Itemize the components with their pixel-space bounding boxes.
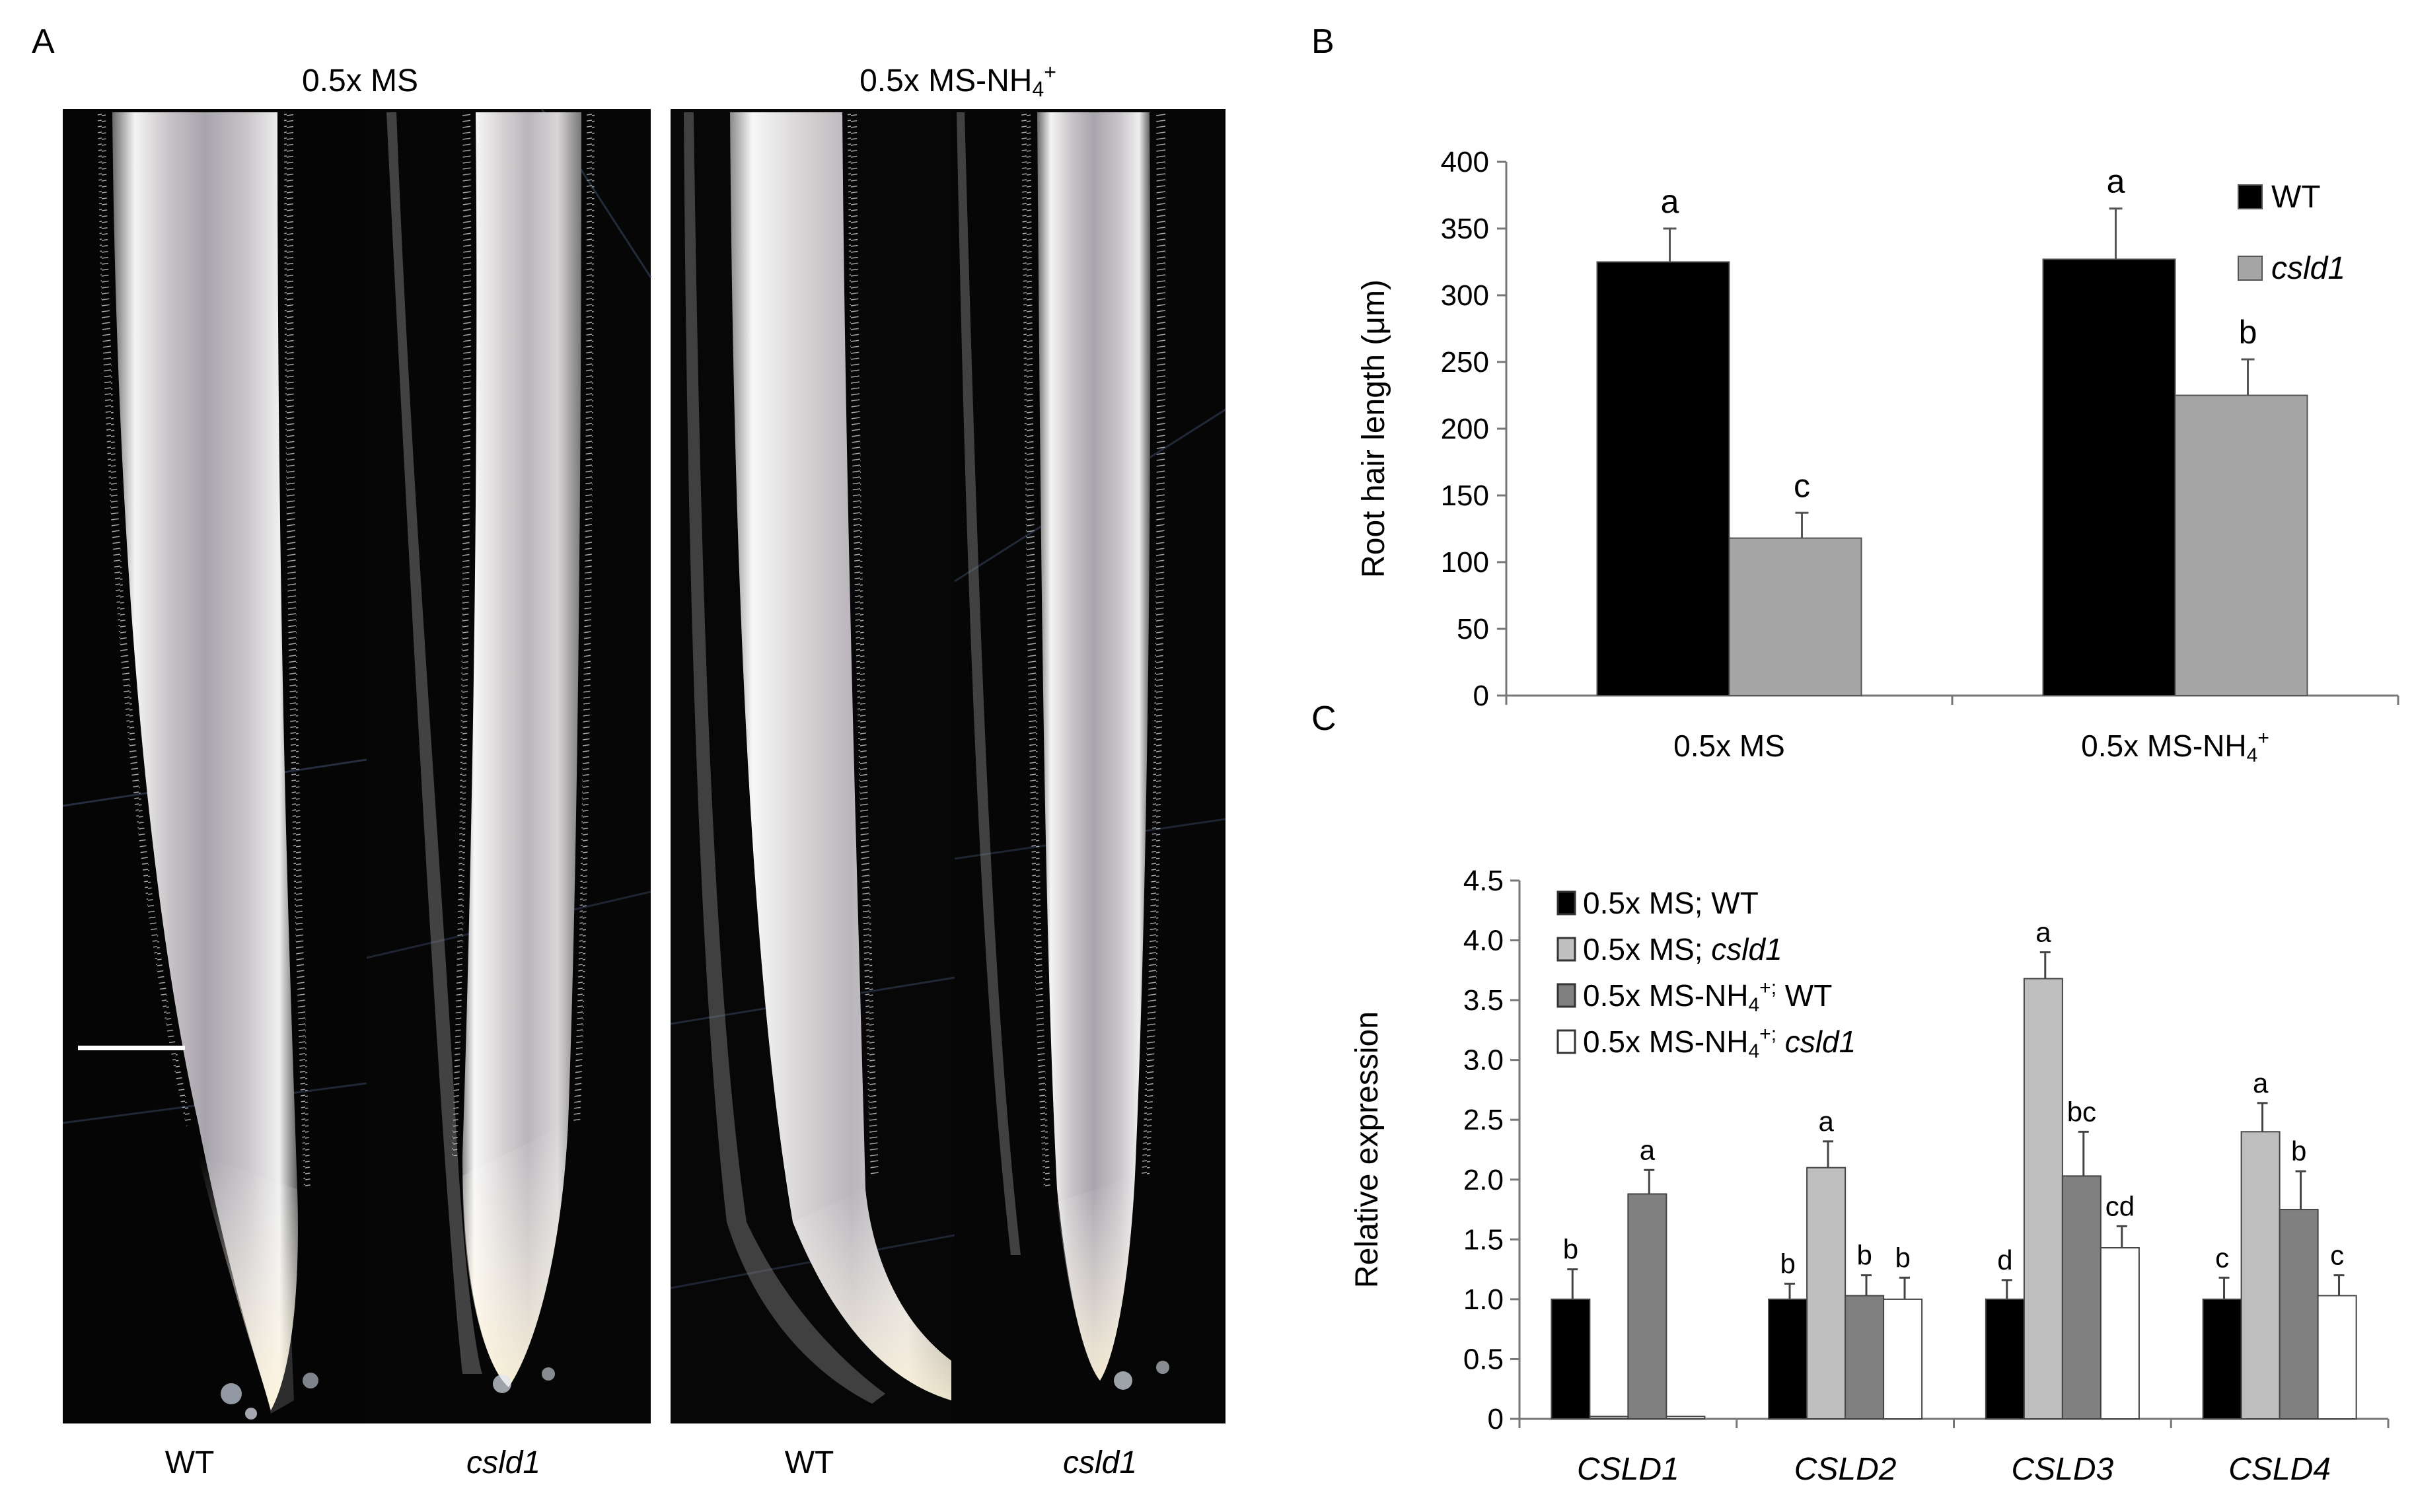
significance-letter: a	[1818, 1106, 1834, 1137]
significance-letter: b	[1856, 1240, 1872, 1271]
bar-0-5x-ms-csld1-csld1	[1589, 1416, 1629, 1420]
bar-0-5x-ms-nh4-wt-csld2	[1845, 1295, 1885, 1420]
root-photo-wt-ms-nh4	[670, 109, 955, 1423]
bar-0-5x-ms-csld1-csld3	[2023, 978, 2063, 1420]
significance-letter: a	[2107, 163, 2125, 200]
significance-letter: b	[1895, 1242, 1910, 1273]
panel-b-label: B	[1311, 22, 1335, 61]
bar-0-5x-ms-nh4-csld1-csld1	[1665, 1416, 1706, 1420]
panel-c-chart: C 0 0.5 1.0 1.5 2.0 2.5 3.0 3.5 4.0 4.5 b a CSLD1 b a b…	[1311, 700, 2390, 1487]
significance-letter: c	[2330, 1240, 2344, 1271]
y-tick-label: 4.0	[1463, 925, 1504, 957]
legend-label-0-5x-ms-nh4-csld1: 0.5x MS-NH4+; csld1	[1583, 1023, 1856, 1062]
y-tick-label: 300	[1441, 279, 1489, 312]
significance-letter: b	[1780, 1248, 1795, 1279]
significance-letter: c	[1794, 467, 1810, 504]
significance-letter: b	[2239, 314, 2257, 351]
legend-swatch-0-5x-ms-nh4-csld1	[1556, 1029, 1576, 1054]
y-tick-label: 3.0	[1463, 1044, 1504, 1077]
condition-label-ms: 0.5x MS	[302, 63, 418, 98]
bar-0-5x-ms-nh4-csld1-csld2	[1883, 1298, 1923, 1420]
y-tick-label: 4.5	[1463, 865, 1504, 897]
legend-swatch-wt	[2238, 184, 2263, 209]
significance-letter: c	[2215, 1242, 2229, 1273]
legend-swatch-0-5x-ms-csld1	[1556, 937, 1576, 962]
bar-wt-0-5x-ms-nh4	[2042, 258, 2176, 696]
y-tick-label: 0	[1473, 680, 1489, 712]
y-tick-label: 0.5	[1463, 1343, 1504, 1375]
significance-letter: b	[1563, 1234, 1578, 1265]
genotype-label-wt-ms: WT	[165, 1445, 215, 1480]
y-tick-label: 2.5	[1463, 1104, 1504, 1136]
root-photo-csld1-ms	[366, 108, 652, 1423]
bar-0-5x-ms-nh4-csld1-csld3	[2100, 1247, 2140, 1420]
x-category-label: CSLD2	[1794, 1452, 1897, 1487]
legend-swatch-0-5x-ms-wt	[1556, 890, 1576, 916]
legend-label-0-5x-ms-nh4-wt: 0.5x MS-NH4+; WT	[1583, 977, 1832, 1016]
y-axis-title: Relative expression	[1350, 1011, 1385, 1288]
y-tick-label: 250	[1441, 346, 1489, 378]
panel-a-label: A	[32, 22, 55, 61]
bar-wt-0-5x-ms	[1596, 261, 1730, 696]
bar-0-5x-ms-nh4-wt-csld4	[2279, 1209, 2319, 1420]
y-tick-label: 1.0	[1463, 1283, 1504, 1316]
bar-csld1-0-5x-ms	[1728, 537, 1862, 697]
y-tick-label: 3.5	[1463, 984, 1504, 1017]
bar-0-5x-ms-wt-csld3	[1985, 1298, 2025, 1420]
x-category-label: CSLD3	[2012, 1452, 2114, 1487]
bar-0-5x-ms-csld1-csld4	[2240, 1131, 2281, 1420]
bar-0-5x-ms-wt-csld1	[1551, 1298, 1591, 1420]
genotype-label-csld1-ms-nh4: csld1	[1063, 1445, 1137, 1480]
bar-0-5x-ms-nh4-wt-csld3	[2061, 1175, 2102, 1420]
y-tick-label: 100	[1441, 546, 1489, 579]
legend-label-csld1: csld1	[2271, 251, 2345, 286]
legend-swatch-csld1	[2238, 256, 2263, 281]
legend-label-wt: WT	[2271, 180, 2321, 215]
bar-csld1-0-5x-ms-nh4	[2174, 394, 2308, 696]
x-category-label: 0.5x MS	[1673, 729, 1785, 763]
significance-letter: cd	[2105, 1190, 2135, 1221]
y-tick-label: 200	[1441, 413, 1489, 445]
panel-c-label: C	[1311, 700, 1336, 738]
panel-a: A 0.5x MS 0.5x MS-NH4+	[32, 22, 1226, 1480]
significance-letter: bc	[2067, 1096, 2096, 1127]
y-tick-label: 50	[1457, 613, 1489, 645]
significance-letter: a	[2035, 917, 2051, 948]
legend-label-0-5x-ms-csld1: 0.5x MS; csld1	[1583, 932, 1782, 966]
bar-0-5x-ms-nh4-csld1-csld4	[2317, 1295, 2357, 1420]
y-axis-title: Root hair length (μm)	[1356, 279, 1391, 578]
x-category-label: 0.5x MS-NH4+	[2081, 727, 2269, 766]
bar-0-5x-ms-wt-csld4	[2202, 1298, 2242, 1420]
y-tick-label: 150	[1441, 480, 1489, 512]
x-category-label: CSLD1	[1577, 1452, 1679, 1487]
panel-b-chart: B 0 50 100 150 200 250 300 350 400 a c 0.5x MS a b 0.5…	[1311, 22, 2399, 766]
genotype-label-csld1-ms: csld1	[466, 1445, 540, 1480]
significance-letter: a	[2253, 1067, 2269, 1098]
significance-letter: a	[1661, 183, 1679, 220]
significance-letter: d	[1997, 1244, 2012, 1276]
bar-0-5x-ms-wt-csld2	[1768, 1298, 1808, 1420]
y-tick-label: 350	[1441, 213, 1489, 245]
significance-letter: b	[2291, 1135, 2306, 1167]
root-photo-csld1-ms-nh4	[954, 109, 1226, 1423]
legend-swatch-0-5x-ms-nh4-wt	[1556, 983, 1576, 1008]
significance-letter: a	[1640, 1134, 1656, 1165]
scale-bar	[78, 1046, 185, 1050]
x-category-label: CSLD4	[2228, 1452, 2331, 1487]
bar-0-5x-ms-csld1-csld2	[1806, 1167, 1847, 1420]
legend-label-0-5x-ms-wt: 0.5x MS; WT	[1583, 886, 1759, 920]
bar-0-5x-ms-nh4-wt-csld1	[1627, 1193, 1667, 1420]
y-tick-label: 1.5	[1463, 1223, 1504, 1256]
root-photo-wt-ms	[62, 109, 367, 1423]
y-tick-label: 2.0	[1463, 1164, 1504, 1196]
condition-label-ms-nh4: 0.5x MS-NH4+	[860, 60, 1056, 101]
genotype-label-wt-ms-nh4: WT	[785, 1445, 834, 1480]
y-tick-label: 0	[1488, 1403, 1504, 1435]
y-tick-label: 400	[1441, 146, 1489, 178]
